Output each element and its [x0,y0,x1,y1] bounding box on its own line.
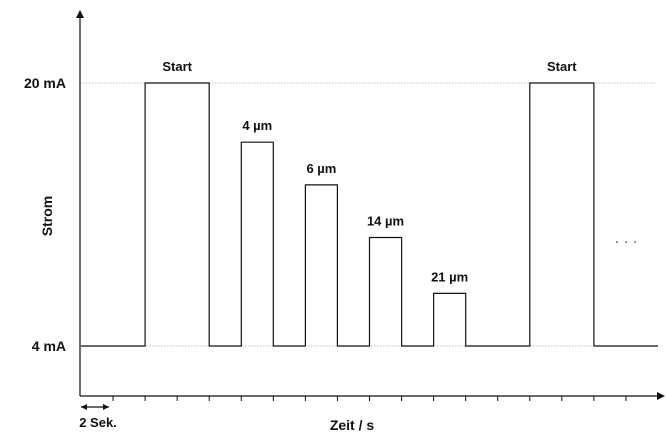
pulse-annotation: Start [162,59,192,74]
x-axis-ticks [112,396,627,401]
current-waveform-line [81,82,658,347]
time-unit-label: 2 Sek. [79,415,117,430]
continuation-dots: · · · [614,233,637,250]
pulse-annotation: 6 µm [306,161,336,176]
pulse-annotations: Start 4 µm 6 µm 14 µm 21 µm Start [162,59,577,284]
y-axis-label: Strom [39,196,55,236]
x-axis-label: Zeit / s [330,417,375,432]
pulse-annotation: 21 µm [431,269,468,284]
y-tick-label-20ma: 20 mA [24,75,66,91]
pulse-annotation: 4 µm [242,118,272,133]
pulse-annotation: 14 µm [367,214,404,229]
y-tick-label-4ma: 4 mA [32,338,66,354]
pulse-annotation: Start [547,59,577,74]
